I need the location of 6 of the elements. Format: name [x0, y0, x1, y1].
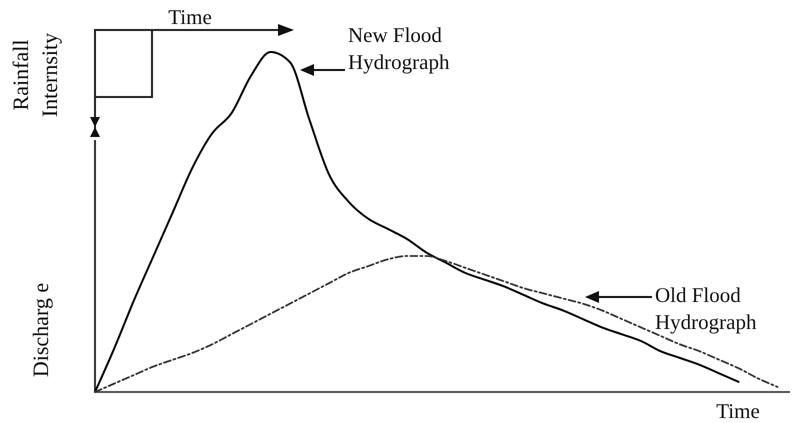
text: New Flood Hydrograph: [348, 23, 450, 74]
y-axis-title: Discharg e: [28, 282, 53, 378]
series-label: Old Flood Hydrograph: [655, 283, 757, 334]
x-axis-title: Time: [716, 399, 760, 423]
text: Rainfall Internsity: [8, 32, 62, 118]
text: Time: [168, 5, 212, 29]
